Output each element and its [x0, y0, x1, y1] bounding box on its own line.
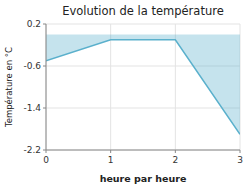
y-tick-label: 0.2 [27, 19, 41, 29]
x-tick-label: 3 [237, 155, 243, 165]
x-tick [240, 150, 241, 153]
y-axis-label: Température en °C [4, 47, 14, 128]
x-tick-label: 0 [43, 155, 49, 165]
x-tick-label: 1 [108, 155, 114, 165]
grid-line-x [46, 24, 47, 150]
x-axis-label: heure par heure [100, 173, 187, 184]
x-tick [110, 150, 111, 153]
area-fill [46, 35, 240, 135]
y-axis-line [46, 24, 47, 150]
x-tick-label: 2 [172, 155, 178, 165]
y-tick-label: -1.4 [23, 103, 41, 113]
grid-line-y [46, 24, 240, 25]
x-tick [46, 150, 47, 153]
area-line [46, 40, 240, 135]
y-tick [43, 66, 46, 67]
chart-svg: 0.2 -0.6 -1.4 -2.20 1 2 3 Evolution de la tempé… [0, 0, 250, 188]
y-tick [43, 108, 46, 109]
grid-line-y [46, 108, 240, 109]
chart-container: 0.2 -0.6 -1.4 -2.20 1 2 3 Evolution de la tempé… [0, 0, 250, 188]
y-tick-label: -0.6 [23, 61, 41, 71]
plot-area [46, 35, 240, 135]
chart-title: Evolution de la température [62, 4, 224, 18]
grid-line-x [110, 24, 111, 150]
y-tick-label: -2.2 [23, 145, 41, 155]
grid-line-x [175, 24, 176, 150]
y-tick [43, 24, 46, 25]
x-axis-line [46, 150, 240, 151]
grid-line-y [46, 150, 240, 151]
x-tick [175, 150, 176, 153]
